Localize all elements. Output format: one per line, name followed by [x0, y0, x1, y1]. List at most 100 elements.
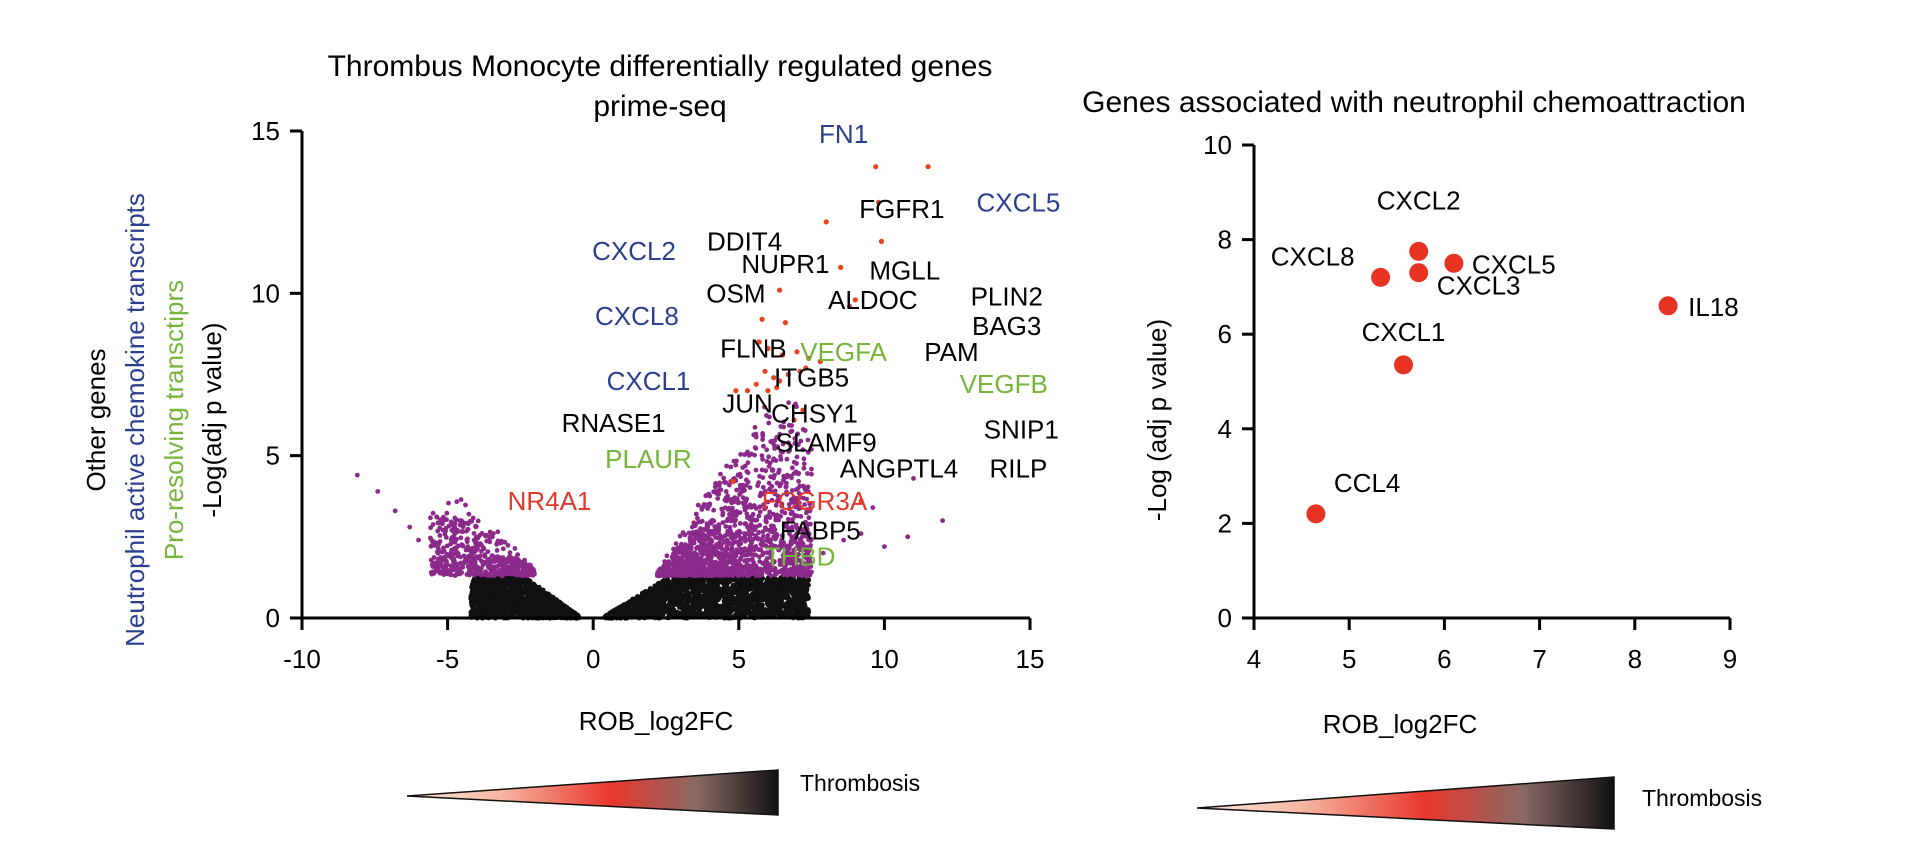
volcano-point	[753, 467, 759, 473]
volcano-point	[728, 577, 734, 583]
volcano-point	[667, 596, 673, 602]
volcano-point	[496, 584, 502, 590]
volcano-point	[528, 604, 534, 611]
volcano-point	[679, 545, 684, 551]
volcano-point	[625, 606, 631, 612]
volcano-point	[797, 603, 804, 609]
volcano-point	[657, 603, 663, 609]
volcano-point	[479, 579, 485, 585]
volcano-point	[744, 547, 750, 553]
volcano-point	[475, 565, 481, 570]
volcano-point	[500, 546, 506, 552]
volcano-point	[428, 557, 434, 563]
volcano-point	[768, 474, 773, 480]
volcano-point	[476, 555, 482, 561]
volcano-point	[498, 593, 504, 599]
volcano-point	[769, 529, 775, 535]
volcano-point	[463, 502, 468, 508]
volcano-point	[434, 514, 440, 520]
volcano-point	[507, 550, 513, 556]
volcano-point	[801, 461, 807, 467]
volcano-point	[756, 513, 762, 519]
volcano-point	[773, 517, 779, 523]
volcano-point	[522, 579, 528, 585]
volcano-point	[525, 590, 531, 596]
volcano-point	[664, 606, 670, 612]
volcano-point	[433, 560, 439, 566]
volcano-point	[742, 452, 748, 457]
volcano-point	[791, 572, 796, 578]
volcano-point	[437, 533, 443, 538]
volcano-point	[715, 569, 720, 574]
volcano-point	[757, 522, 763, 528]
volcano-point	[495, 597, 501, 603]
volcano-points	[354, 164, 945, 621]
volcano-point	[699, 505, 705, 511]
volcano-point	[530, 611, 537, 618]
volcano-point	[797, 611, 804, 618]
volcano-point	[756, 610, 763, 616]
volcano-point	[742, 531, 748, 537]
volcano-point	[728, 559, 733, 565]
volcano-point	[671, 553, 676, 559]
volcano-point	[736, 579, 742, 585]
volcano-point	[486, 600, 492, 606]
volcano-point	[742, 463, 748, 469]
volcano-point	[734, 458, 739, 464]
volcano-point	[628, 600, 635, 606]
volcano-point	[768, 439, 774, 444]
volcano-point	[483, 533, 488, 539]
volcano-point	[749, 545, 755, 550]
volcano-point	[799, 581, 805, 587]
volcano-point	[499, 568, 505, 574]
volcano-point	[693, 511, 699, 517]
volcano-point	[709, 554, 714, 560]
volcano-point	[459, 529, 464, 534]
volcano-point	[658, 571, 664, 577]
volcano-point	[487, 539, 493, 545]
volcano-point	[704, 568, 710, 573]
volcano-point	[471, 581, 477, 587]
volcano-point	[641, 596, 647, 602]
volcano-point	[495, 554, 500, 559]
volcano-point	[549, 596, 555, 602]
volcano-point	[743, 477, 749, 483]
volcano-point	[726, 593, 733, 599]
volcano-point	[781, 473, 787, 479]
volcano-point	[706, 543, 712, 548]
volcano-point	[769, 467, 775, 472]
volcano-point	[771, 523, 776, 529]
volcano-point	[473, 538, 478, 544]
volcano-point	[790, 582, 796, 588]
volcano-point	[795, 471, 801, 477]
volcano-point	[511, 564, 517, 570]
volcano-point	[471, 531, 477, 536]
volcano-point	[667, 561, 672, 567]
volcano-point	[476, 610, 482, 616]
volcano-point	[751, 603, 757, 609]
volcano-point	[428, 515, 433, 521]
volcano-point	[726, 505, 732, 511]
volcano-point	[756, 584, 762, 590]
volcano-point	[546, 600, 552, 606]
volcano-point	[732, 523, 738, 528]
volcano-point	[729, 515, 734, 521]
volcano-point	[435, 546, 441, 552]
volcano-point	[549, 604, 555, 610]
volcano-point	[733, 511, 739, 516]
volcano-point	[455, 551, 461, 556]
volcano-point	[718, 471, 723, 477]
volcano-point	[530, 572, 536, 578]
volcano-point	[723, 586, 730, 592]
volcano-point	[455, 567, 461, 573]
volcano-point	[747, 531, 753, 537]
volcano-point	[618, 604, 625, 610]
volcano-point	[540, 587, 546, 593]
volcano-point	[757, 554, 762, 560]
volcano-point	[506, 559, 512, 565]
volcano-point	[438, 555, 443, 560]
volcano-point	[730, 573, 735, 578]
volcano-point	[741, 583, 747, 589]
volcano-point	[764, 447, 770, 453]
volcano-point	[407, 524, 413, 530]
